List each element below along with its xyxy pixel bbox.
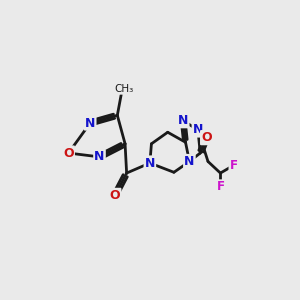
Text: N: N: [145, 157, 155, 169]
Text: N: N: [193, 123, 203, 136]
Text: F: F: [230, 159, 238, 172]
Text: O: O: [201, 131, 212, 144]
Text: N: N: [178, 114, 188, 127]
Text: CH₃: CH₃: [114, 84, 133, 94]
Text: O: O: [63, 146, 74, 160]
Text: N: N: [85, 116, 95, 130]
Text: N: N: [184, 155, 195, 168]
Text: F: F: [216, 180, 224, 194]
Text: O: O: [110, 189, 120, 202]
Text: N: N: [94, 150, 105, 164]
